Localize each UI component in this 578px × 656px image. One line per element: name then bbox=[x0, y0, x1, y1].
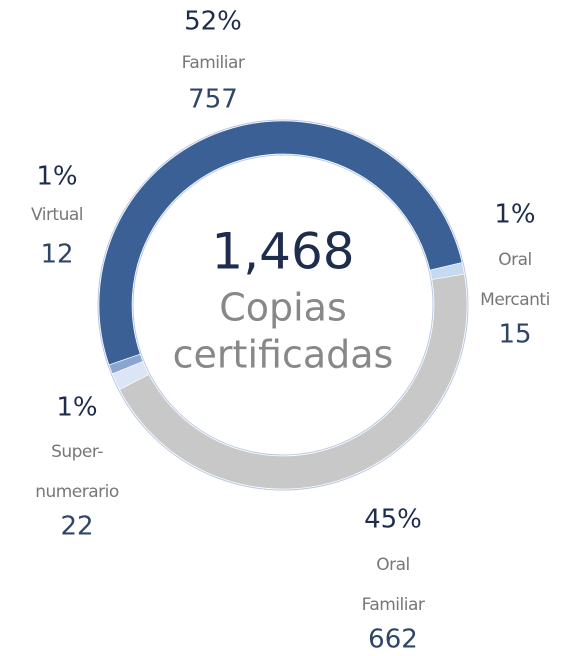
category-label: Virtual bbox=[31, 205, 83, 225]
category-label: Mercanti bbox=[480, 290, 550, 310]
value-label: 757 bbox=[188, 85, 238, 115]
donut-segment bbox=[108, 353, 144, 375]
value-label: 15 bbox=[498, 320, 531, 350]
category-label: Oral bbox=[498, 250, 532, 270]
donut-outline bbox=[97, 119, 469, 491]
category-label: Familiar bbox=[182, 53, 245, 73]
donut-segment bbox=[98, 120, 463, 366]
total: 1,468 bbox=[211, 223, 354, 281]
percent-label: 1% bbox=[56, 393, 97, 423]
donut-inner-outline bbox=[132, 154, 434, 456]
value-label: 22 bbox=[60, 512, 93, 542]
category-label: Oral bbox=[376, 555, 410, 575]
percent-label: 1% bbox=[36, 162, 77, 192]
percent-label: 45% bbox=[364, 505, 422, 535]
category-label: Familiar bbox=[362, 595, 425, 615]
percent-label: 1% bbox=[494, 200, 535, 230]
category-label: numerario bbox=[35, 482, 119, 502]
category-label: Super- bbox=[51, 442, 103, 462]
percent-label: 52% bbox=[184, 7, 242, 37]
center-text: certificadas bbox=[173, 333, 394, 377]
center-text: Copias bbox=[219, 286, 347, 330]
donut-segment bbox=[119, 273, 468, 490]
value-label: 662 bbox=[368, 625, 418, 655]
value-label: 12 bbox=[40, 240, 73, 270]
